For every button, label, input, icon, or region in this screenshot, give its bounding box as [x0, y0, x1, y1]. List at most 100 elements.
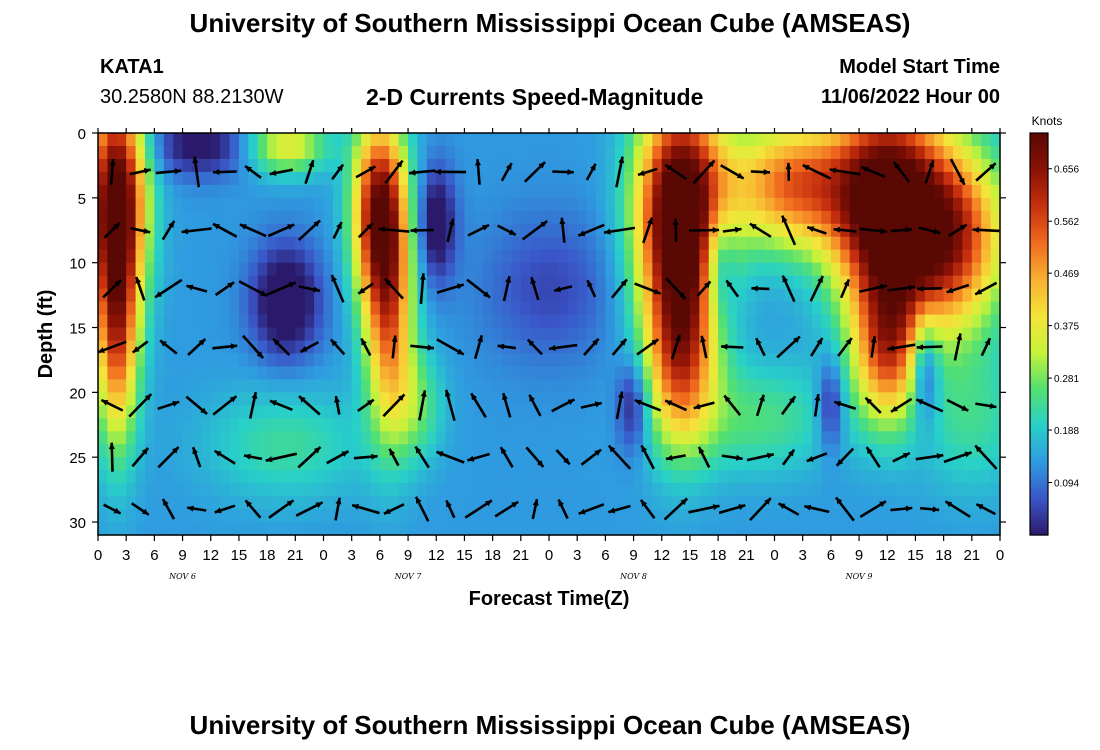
heatmap-cell: [652, 171, 663, 186]
heatmap-cell: [953, 405, 964, 419]
heatmap-cell: [821, 145, 832, 160]
heatmap-cell: [126, 288, 137, 303]
colorbar-segment: [1030, 146, 1048, 151]
heatmap-cell: [887, 236, 898, 251]
heatmap-cell: [304, 509, 315, 523]
heatmap-cell: [492, 483, 503, 497]
x-tick-label: 0: [770, 547, 778, 564]
heatmap-cell: [379, 145, 390, 160]
heatmap-cell: [220, 353, 231, 368]
current-vector-arrow: [186, 505, 207, 512]
heatmap-cell: [135, 133, 146, 147]
heatmap-cell: [934, 353, 945, 368]
heatmap-cell: [445, 431, 456, 445]
current-vector-arrow: [244, 499, 262, 519]
heatmap-cell: [436, 145, 447, 160]
heatmap-cell: [483, 301, 494, 316]
heatmap-cell: [896, 496, 907, 510]
current-vector-arrow: [351, 503, 380, 515]
heatmap-cell: [473, 327, 484, 342]
heatmap-cell: [511, 522, 522, 536]
heatmap-cell: [379, 353, 390, 368]
heatmap-cell: [464, 431, 475, 445]
heatmap-cell: [173, 197, 184, 212]
heatmap-cell: [924, 457, 935, 471]
heatmap-cell: [727, 197, 738, 212]
colorbar-segment: [1030, 267, 1048, 271]
heatmap-cell: [718, 496, 729, 510]
heatmap-cell: [210, 431, 221, 445]
heatmap-cell: [445, 418, 456, 432]
heatmap-cell: [502, 262, 513, 277]
heatmap-cell: [389, 483, 400, 497]
current-vector-arrow: [299, 341, 319, 353]
heatmap-cell: [135, 366, 146, 380]
heatmap-cell: [332, 133, 343, 147]
current-vector-arrow: [434, 168, 467, 175]
heatmap-cell: [783, 262, 794, 277]
heatmap-cell: [746, 353, 757, 368]
heatmap-cell: [295, 509, 306, 523]
heatmap-cell: [257, 496, 268, 510]
heatmap-cell: [126, 133, 137, 147]
current-vector-arrow: [946, 283, 970, 294]
heatmap-cell: [182, 483, 193, 497]
heatmap-cell: [755, 366, 766, 380]
heatmap-cell: [229, 353, 240, 368]
heatmap-cell: [257, 184, 268, 199]
heatmap-cell: [812, 496, 823, 510]
colorbar-segment: [1030, 169, 1048, 174]
heatmap-cell: [539, 366, 550, 380]
heatmap-cell: [116, 470, 127, 484]
heatmap-cell: [257, 327, 268, 342]
heatmap-cell: [182, 431, 193, 445]
heatmap-cell: [126, 457, 137, 471]
colorbar-segment: [1030, 344, 1048, 348]
heatmap-cell: [661, 444, 672, 458]
heatmap-cell: [182, 184, 193, 199]
heatmap-cell: [971, 288, 982, 303]
heatmap-cell: [530, 470, 541, 484]
heatmap-cell: [680, 197, 691, 212]
heatmap-cell: [201, 301, 212, 316]
heatmap-cell: [755, 522, 766, 536]
heatmap-cell: [971, 275, 982, 290]
heatmap-cell: [285, 379, 296, 393]
heatmap-cell: [417, 236, 428, 251]
heatmap-cell: [144, 392, 155, 406]
heatmap-cell: [586, 405, 597, 419]
heatmap-cell: [567, 314, 578, 329]
heatmap-cell: [849, 366, 860, 380]
heatmap-cell: [868, 236, 879, 251]
heatmap-cell: [126, 379, 137, 393]
day-label: NOV 8: [619, 572, 647, 581]
heatmap-cell: [210, 301, 221, 316]
heatmap-cell: [821, 236, 832, 251]
colorbar-segment: [1030, 528, 1048, 533]
heatmap-cell: [191, 444, 202, 458]
heatmap-cell: [135, 301, 146, 316]
heatmap-cell: [220, 431, 231, 445]
heatmap-cell: [116, 249, 127, 264]
x-tick-label: 9: [178, 547, 186, 564]
current-vector-arrow: [813, 393, 821, 417]
heatmap-cell: [877, 457, 888, 471]
heatmap-cell: [163, 210, 174, 225]
heatmap-cell: [267, 457, 278, 471]
heatmap-cell: [370, 236, 381, 251]
colorbar-segment: [1030, 441, 1048, 446]
heatmap-cell: [304, 314, 315, 329]
heatmap-cell: [539, 249, 550, 264]
heatmap-cell: [163, 431, 174, 445]
heatmap-cell: [323, 470, 334, 484]
heatmap-cell: [981, 197, 992, 212]
heatmap-cell: [276, 275, 287, 290]
heatmap-cell: [539, 314, 550, 329]
heatmap-cell: [323, 236, 334, 251]
heatmap-cell: [812, 184, 823, 199]
heatmap-cell: [417, 496, 428, 510]
current-vector-arrow: [610, 278, 629, 299]
heatmap-cell: [361, 431, 372, 445]
heatmap-cell: [417, 509, 428, 523]
heatmap-cell: [163, 470, 174, 484]
